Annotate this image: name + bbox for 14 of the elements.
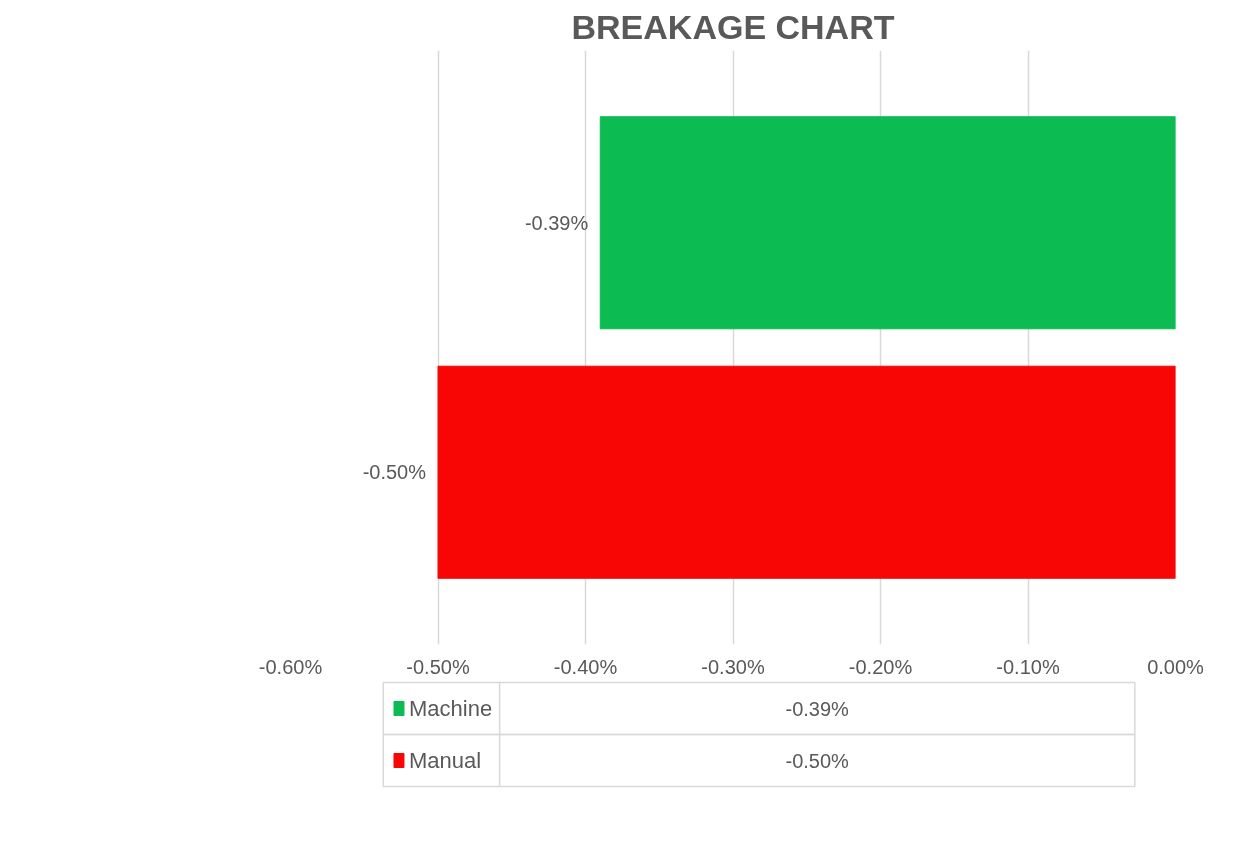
x-tick-label: 0.00%: [1147, 655, 1205, 678]
x-tick-label: -0.40%: [553, 655, 618, 678]
data-label: -0.39%: [524, 211, 589, 234]
data-label: -0.50%: [362, 461, 427, 484]
chart-title: BREAKAGE CHART: [571, 7, 895, 46]
text: -0.50%: [785, 749, 849, 772]
x-tick-label: -0.60%: [258, 655, 323, 678]
text: -0.39%: [785, 697, 849, 720]
legend-label: Manual: [408, 748, 482, 773]
legend-label: Machine: [408, 696, 493, 721]
x-tick-label: -0.10%: [996, 655, 1060, 678]
x-tick-label: -0.50%: [406, 655, 470, 678]
x-tick-label: -0.20%: [848, 655, 913, 678]
x-tick-label: -0.30%: [701, 655, 765, 678]
